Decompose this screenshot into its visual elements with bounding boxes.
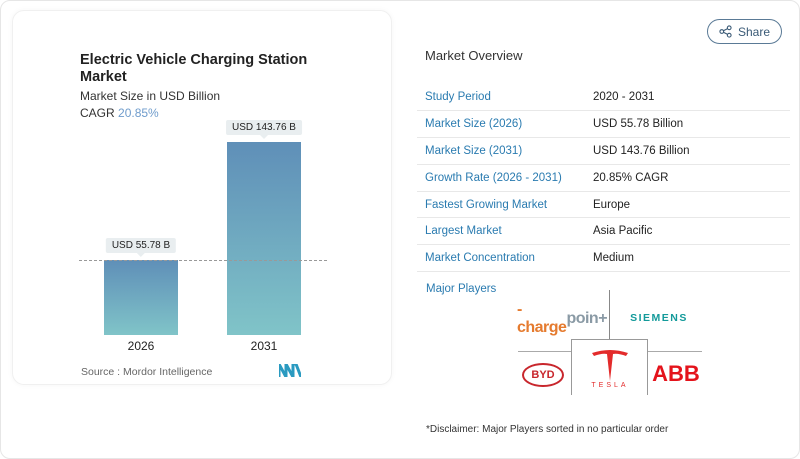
x-tick-label: 2031 [250,339,278,353]
overview-row: Study Period 2020 - 2031 [417,84,790,112]
overview-value: Asia Pacific [585,217,790,246]
overview-value: 20.85% CAGR [585,164,790,192]
chart-subtitle: Market Size in USD Billion [80,89,221,103]
chart-card [12,10,392,385]
overview-key: Market Concentration [417,244,585,273]
overview-key: Market Size (2026) [417,110,585,139]
cagr-label: CAGR [80,106,115,120]
reference-line [79,260,327,261]
overview-row: Market Concentration Medium [417,244,790,273]
overview-row: Market Size (2026) USD 55.78 Billion [417,110,790,139]
share-button[interactable]: Share [707,19,782,44]
abb-logo: ABB [652,361,700,386]
overview-value: 2020 - 2031 [585,84,790,112]
overview-key: Largest Market [417,217,585,246]
bar-2026 [104,260,178,335]
tesla-logo: TESLA [582,346,638,392]
mordor-logo-icon [279,364,301,377]
overview-table: Study Period 2020 - 2031 Market Size (2026… [417,84,790,273]
overview-row: Fastest Growing Market Europe [417,191,790,219]
share-label: Share [737,24,771,39]
overview-row: Market Size (2031) USD 143.76 Billion [417,137,790,165]
data-label: USD 143.76 B [226,120,302,139]
overview-title: Market Overview [425,48,523,63]
x-tick-label: 2026 [127,339,155,353]
siemens-logo: SIEMENS [630,312,688,324]
overview-value: Medium [585,244,790,273]
chart-title: Electric Vehicle Charging Station Market [80,52,308,85]
disclaimer: *Disclaimer: Major Players sorted in no … [426,424,669,435]
chargepoint-logo: -charge poin+ [516,301,608,336]
byd-logo: BYD [522,363,564,387]
overview-value: USD 143.76 Billion [585,137,790,165]
major-players-title: Major Players [426,283,497,295]
overview-key: Study Period [417,84,585,112]
overview-value: Europe [585,191,790,219]
overview-value: USD 55.78 Billion [585,110,790,139]
bar-2031 [227,142,301,335]
overview-key: Market Size (2031) [417,137,585,165]
overview-key: Growth Rate (2026 - 2031) [417,164,585,192]
source: Source : Mordor Intelligence [81,366,213,378]
cagr-value: 20.85% [118,106,159,120]
data-label: USD 55.78 B [105,238,177,258]
cagr: CAGR 20.85% [80,106,159,120]
overview-row: Largest Market Asia Pacific [417,217,790,246]
overview-row: Growth Rate (2026 - 2031) 20.85% CAGR [417,164,790,192]
overview-key: Fastest Growing Market [417,191,585,219]
share-icon [719,25,732,38]
